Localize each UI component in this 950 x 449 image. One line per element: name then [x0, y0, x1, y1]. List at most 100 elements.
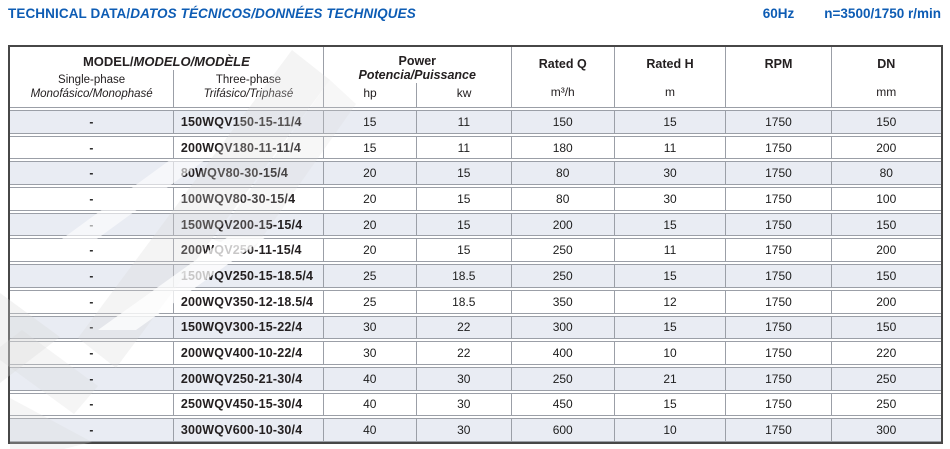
- cell-rpm: 1750: [726, 136, 832, 159]
- cell-kw: 15: [417, 239, 512, 262]
- cell-rated-q: 80: [512, 162, 615, 185]
- cell-model: 300WQV600-10-30/4: [174, 419, 324, 441]
- spec-labels: 60Hz n=3500/1750 r/min: [763, 6, 941, 21]
- cell-single-phase: -: [10, 213, 174, 236]
- cell-rated-q: 400: [512, 342, 615, 364]
- cell-hp: 20: [324, 188, 417, 210]
- cell-single-phase: -: [10, 316, 174, 339]
- cell-kw: 22: [417, 316, 512, 339]
- cell-hp: 15: [324, 111, 417, 133]
- cell-rpm: 1750: [726, 239, 832, 262]
- cell-dn: 150: [876, 217, 897, 232]
- cell-hp: 30: [324, 342, 417, 364]
- power-subheader: hp kw: [324, 82, 511, 107]
- cell-single-phase: -: [10, 367, 174, 390]
- dn-unit: mm: [876, 85, 897, 99]
- cell-rated-h: 11: [615, 239, 727, 262]
- cell-rpm: 1750: [726, 316, 832, 339]
- cell-rated-h: 15: [615, 111, 727, 133]
- header-hp-unit: hp: [363, 85, 377, 100]
- header-power-group: Power Potencia/Puissance hp kw: [324, 47, 512, 107]
- cell-single-phase: -: [10, 290, 174, 313]
- rated-h-label: Rated H: [646, 57, 694, 71]
- cell-hp: 15: [324, 136, 417, 159]
- cell-dn: 200: [876, 243, 897, 258]
- cell-model: 150WQV250-15-18.5/4: [174, 265, 324, 287]
- cell-rated-h: 30: [615, 162, 727, 185]
- cell-kw: 30: [417, 419, 512, 441]
- cell-dn: 300: [876, 423, 897, 438]
- table-row: - 200WQV350-12-18.5/4 25 18.5 350 12 175…: [10, 289, 941, 314]
- cell-dn: 150: [876, 114, 897, 129]
- cell-model: 150WQV300-15-22/4: [174, 316, 324, 339]
- table-row: - 200WQV250-11-15/4 20 15 250 11 1750 20…: [10, 238, 941, 263]
- cell-rated-q: 250: [512, 265, 615, 287]
- model-title-alt: MODELO/MODÈLE: [133, 54, 250, 69]
- cell-hp: 20: [324, 162, 417, 185]
- table-row: - 100WQV80-30-15/4 20 15 80 30 1750 100: [10, 187, 941, 211]
- cell-model: 150WQV200-15-15/4: [174, 213, 324, 236]
- technical-data-table: MODEL/MODELO/MODÈLE Single-phase Monofás…: [8, 45, 943, 444]
- cell-rpm: 1750: [726, 393, 832, 416]
- title-bar: TECHNICAL DATA/DATOS TÉCNICOS/DONNÉES TE…: [8, 6, 941, 21]
- cell-kw: 15: [417, 213, 512, 236]
- cell-single-phase: -: [10, 136, 174, 159]
- cell-rpm: 1750: [726, 162, 832, 185]
- cell-rpm: 1750: [726, 213, 832, 236]
- power-title-main: Power: [398, 54, 437, 68]
- cell-single-phase: -: [10, 111, 174, 133]
- cell-rpm: 1750: [726, 342, 832, 364]
- cell-model: 250WQV450-15-30/4: [174, 393, 324, 416]
- cell-dn: 150: [876, 320, 897, 335]
- cell-hp: 25: [324, 290, 417, 313]
- cell-hp: 30: [324, 316, 417, 339]
- cell-rated-q: 200: [512, 213, 615, 236]
- cell-hp: 40: [324, 367, 417, 390]
- table-row: - 150WQV200-15-15/4 20 15 200 15 1750 15…: [10, 212, 941, 237]
- cell-rated-q: 80: [512, 188, 615, 210]
- power-group-title: Power Potencia/Puissance: [324, 47, 511, 83]
- page-title-translations: DATOS TÉCNICOS/DONNÉES TECHNIQUES: [130, 6, 416, 21]
- cell-rated-q: 250: [512, 239, 615, 262]
- single-phase-label: Single-phase: [58, 73, 126, 86]
- table-row: - 150WQV150-15-11/4 15 11 150 15 1750 15…: [10, 110, 941, 134]
- cell-hp: 25: [324, 265, 417, 287]
- table-row: - 150WQV250-15-18.5/4 25 18.5 250 15 175…: [10, 264, 941, 288]
- cell-rated-h: 10: [615, 342, 727, 364]
- cell-rated-h: 30: [615, 188, 727, 210]
- cell-rpm: 1750: [726, 367, 832, 390]
- cell-model: 200WQV400-10-22/4: [174, 342, 324, 364]
- cell-rated-h: 15: [615, 265, 727, 287]
- rated-q-unit: m³/h: [550, 85, 575, 99]
- cell-single-phase: -: [10, 162, 174, 185]
- cell-dn: 150: [876, 268, 897, 283]
- cell-single-phase: -: [10, 265, 174, 287]
- rpm-label: RPM: [764, 57, 793, 71]
- table-row: - 200WQV400-10-22/4 30 22 400 10 1750 22…: [10, 341, 941, 365]
- cell-rpm: 1750: [726, 419, 832, 441]
- header-rated-q: Rated Q m³/h: [512, 47, 615, 107]
- dn-label: DN: [877, 57, 896, 71]
- cell-model: 150WQV150-15-11/4: [174, 111, 324, 133]
- rated-h-unit: m: [665, 85, 676, 99]
- model-subheader: Single-phase Monofásico/Monophasé Three-…: [10, 69, 323, 107]
- table-row: - 150WQV300-15-22/4 30 22 300 15 1750 15…: [10, 315, 941, 340]
- cell-dn: 200: [876, 294, 897, 309]
- cell-rpm: 1750: [726, 290, 832, 313]
- cell-model: 100WQV80-30-15/4: [174, 188, 324, 210]
- cell-rated-q: 350: [512, 290, 615, 313]
- cell-dn: 250: [876, 397, 897, 412]
- cell-single-phase: -: [10, 188, 174, 210]
- cell-dn: 80: [879, 166, 893, 181]
- model-group-title: MODEL/MODELO/MODÈLE: [10, 47, 323, 70]
- cell-kw: 30: [417, 393, 512, 416]
- cell-rated-h: 21: [615, 367, 727, 390]
- cell-rated-h: 15: [615, 316, 727, 339]
- cell-dn: 220: [876, 346, 897, 361]
- cell-rated-q: 450: [512, 393, 615, 416]
- header-model-group: MODEL/MODELO/MODÈLE Single-phase Monofás…: [10, 47, 324, 107]
- header-three-phase: Three-phase Trifásico/Triphasé: [173, 69, 322, 107]
- cell-rpm: 1750: [726, 188, 832, 210]
- cell-kw: 15: [417, 188, 512, 210]
